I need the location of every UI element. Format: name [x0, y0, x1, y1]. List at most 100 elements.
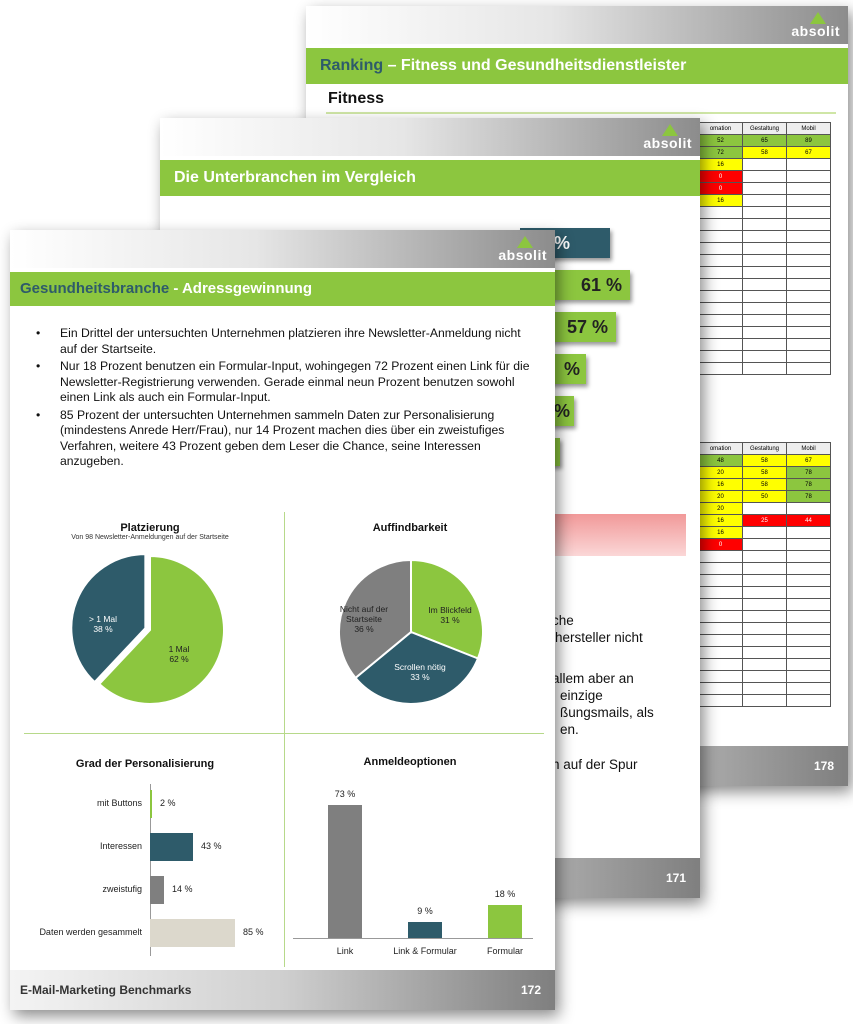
pie-slice-2 [338, 558, 412, 680]
bar-axis [150, 784, 151, 956]
table-row [698, 278, 831, 291]
table-row [698, 338, 831, 351]
table-cell [742, 682, 787, 695]
table-cell [742, 562, 787, 575]
bullet-list: • Ein Drittel der untersuchten Unternehme… [26, 326, 536, 472]
table-cell: 20 [698, 466, 743, 479]
pie-chart-platzierung [70, 553, 225, 705]
ranking-table-2: omation Gestaltung Mobil 48 58 67 20 58 78 16 58 78… [698, 442, 831, 707]
bar-chart-personalisierung: mit Buttons 2 % Interessen 43 % zweistufig 14… [10, 230, 285, 970]
bar-value-label: 14 % [172, 884, 193, 894]
bar-value-label: 2 % [160, 798, 176, 808]
bar-value-label: 43 % [201, 841, 222, 851]
bar-value-label: 85 % [243, 927, 264, 937]
table-cell [786, 302, 831, 315]
table-cell [786, 682, 831, 695]
table-cell [742, 622, 787, 635]
table-cell: 58 [742, 146, 787, 159]
table-cell [698, 658, 743, 671]
slide-header: absolit [160, 118, 700, 156]
bar-1 [150, 833, 193, 861]
slide-title: Die Unterbranchen im Vergleich [160, 160, 700, 196]
table-cell [742, 694, 787, 707]
table-cell [742, 278, 787, 291]
table-cell [786, 622, 831, 635]
table-cell [786, 314, 831, 327]
table-cell: 67 [786, 454, 831, 467]
table-cell [698, 230, 743, 243]
table-cell [698, 350, 743, 363]
table-cell: 78 [786, 466, 831, 479]
pie-slice-0 [97, 554, 225, 705]
table-cell [742, 658, 787, 671]
table-cell [698, 206, 743, 219]
bar-category-label: Interessen [99, 841, 142, 851]
table-cell: 0 [698, 538, 743, 551]
table-cell [742, 362, 787, 375]
table-cell [786, 562, 831, 575]
table-cell [698, 598, 743, 611]
table-cell [786, 218, 831, 231]
table-row: 0 [698, 538, 831, 551]
table-cell [786, 266, 831, 279]
table-cell [742, 254, 787, 267]
bar-2 [150, 876, 164, 904]
table-cell [742, 218, 787, 231]
table-row: 20 50 78 [698, 490, 831, 503]
table-cell [786, 658, 831, 671]
table-cell: 25 [742, 514, 787, 527]
section-heading: Fitness [328, 90, 385, 107]
table-cell: 65 [742, 134, 787, 147]
table-cell [786, 550, 831, 563]
table-cell [698, 550, 743, 563]
bar-value-label: 18 % [494, 889, 516, 900]
table-cell: 16 [698, 526, 743, 539]
table-cell: 50 [742, 490, 787, 503]
table-cell [742, 338, 787, 351]
table-row [698, 326, 831, 339]
table-cell: 20 [698, 502, 743, 515]
table-cell [742, 314, 787, 327]
table-cell [742, 670, 787, 683]
table-cell [786, 610, 831, 623]
table-cell [742, 502, 787, 515]
table-cell [786, 254, 831, 267]
table-row: 48 58 67 [698, 454, 831, 467]
table-row [698, 314, 831, 327]
pie1-label-once: 1 Mal 62 % [168, 644, 190, 664]
table-row [698, 362, 831, 375]
bar-category-label: mit Buttons [96, 798, 142, 808]
page-number: 178 [813, 759, 834, 773]
slide-header: absolit [10, 230, 555, 268]
page-number: 171 [665, 871, 686, 885]
table-cell [698, 574, 743, 587]
table-cell [786, 290, 831, 303]
absolit-logo: absolit [791, 12, 840, 38]
table-cell [742, 266, 787, 279]
absolit-logo: absolit [643, 124, 692, 150]
divider-horizontal [24, 733, 544, 734]
bar-axis [293, 938, 533, 939]
table-cell [698, 218, 743, 231]
table-row [698, 350, 831, 363]
table-row [698, 302, 831, 315]
table-cell [698, 646, 743, 659]
bullet-2: • Nur 18 Prozent benutzen ein Formular-In… [36, 359, 530, 404]
table-cell [698, 670, 743, 683]
table-cell [742, 302, 787, 315]
table-header: Mobil [786, 442, 831, 455]
table-row [698, 622, 831, 635]
table-cell [698, 242, 743, 255]
slide-title: Gesundheitsbranche - Adressgewinnung [10, 272, 555, 306]
table-cell [698, 682, 743, 695]
table-row [698, 254, 831, 267]
table-cell: 0 [698, 182, 743, 195]
slide-header: absolit [306, 6, 848, 44]
table-cell: 72 [698, 146, 743, 159]
table-cell [786, 170, 831, 183]
table-cell [786, 194, 831, 207]
table-cell [786, 502, 831, 515]
table-row [698, 290, 831, 303]
pie-slice-1 [70, 553, 147, 684]
pie-slice-0 [410, 558, 484, 660]
